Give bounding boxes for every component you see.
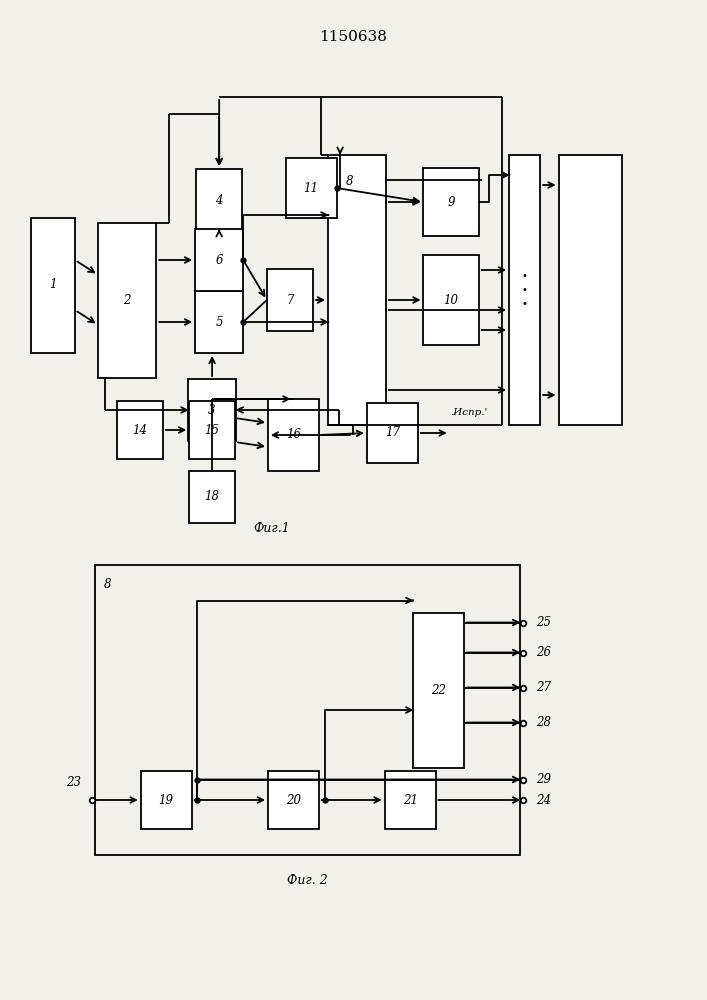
Text: 29: 29 <box>536 773 551 786</box>
Text: 1150638: 1150638 <box>320 30 387 44</box>
Text: 11: 11 <box>303 182 319 194</box>
Text: 17: 17 <box>385 426 400 440</box>
Bar <box>367 403 418 463</box>
Bar <box>559 155 622 425</box>
Text: 4: 4 <box>216 194 223 207</box>
Text: 6: 6 <box>216 253 223 266</box>
Text: 8: 8 <box>346 175 354 188</box>
Text: 25: 25 <box>536 616 551 629</box>
Text: Фиг.1: Фиг.1 <box>254 522 291 534</box>
Bar <box>268 399 319 471</box>
Text: •
•
•: • • • <box>522 271 527 309</box>
Text: 26: 26 <box>536 646 551 659</box>
Text: 15: 15 <box>204 424 220 436</box>
Bar <box>188 379 236 441</box>
Bar <box>423 255 479 345</box>
Text: 8: 8 <box>104 578 112 591</box>
Bar <box>413 612 464 768</box>
Text: 14: 14 <box>132 424 148 436</box>
Text: 19: 19 <box>158 794 174 806</box>
Bar <box>286 158 337 218</box>
Bar <box>385 771 436 829</box>
Text: 28: 28 <box>536 716 551 729</box>
Text: 10: 10 <box>443 294 459 306</box>
Text: 1: 1 <box>49 278 57 292</box>
Bar <box>423 168 479 236</box>
Text: 7: 7 <box>286 294 293 306</box>
Bar <box>98 223 156 378</box>
Bar <box>196 169 242 231</box>
Bar <box>189 471 235 523</box>
Bar <box>189 401 235 459</box>
Bar <box>95 565 520 855</box>
Bar <box>328 155 386 425</box>
Text: 5: 5 <box>216 316 223 328</box>
Bar <box>267 269 312 331</box>
Text: 22: 22 <box>431 684 446 696</box>
Text: .Испр.': .Испр.' <box>450 408 487 417</box>
Text: 3: 3 <box>209 403 216 416</box>
Text: 18: 18 <box>204 490 220 504</box>
Text: 9: 9 <box>448 196 455 209</box>
Text: 23: 23 <box>66 776 81 788</box>
Text: 2: 2 <box>124 294 131 306</box>
Text: 27: 27 <box>536 681 551 694</box>
Bar <box>268 771 319 829</box>
Text: 16: 16 <box>286 428 301 442</box>
Text: 24: 24 <box>536 794 551 806</box>
Bar <box>117 401 163 459</box>
Text: 20: 20 <box>286 794 301 806</box>
Bar <box>195 291 243 353</box>
Text: Фиг. 2: Фиг. 2 <box>287 874 328 886</box>
Bar <box>31 218 75 353</box>
Bar <box>141 771 192 829</box>
Bar <box>195 229 243 291</box>
Bar <box>509 155 540 425</box>
Text: 21: 21 <box>402 794 418 806</box>
